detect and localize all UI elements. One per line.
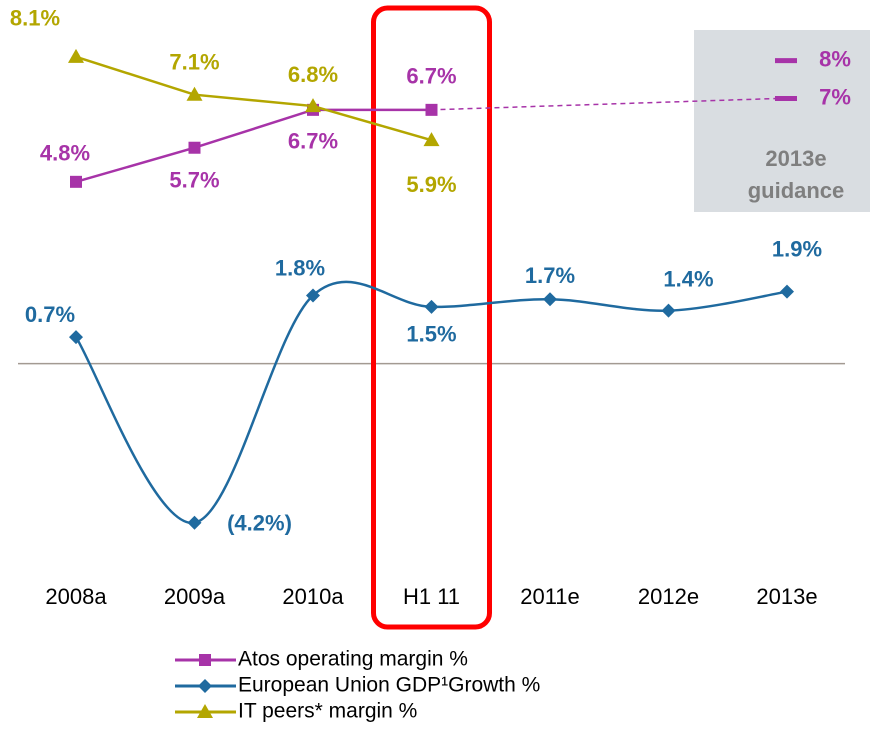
value-label: 4.8% (40, 141, 90, 166)
marker (780, 284, 794, 299)
marker (68, 48, 84, 63)
guidance-label: guidance (748, 178, 845, 203)
guidance-value-label: 7% (819, 84, 851, 109)
value-label: 1.7% (525, 263, 575, 288)
x-tick-label: 2010a (282, 584, 344, 609)
marker (425, 103, 438, 116)
marker (70, 175, 82, 188)
x-tick-label: 2009a (164, 584, 226, 609)
legend-label: Atos operating margin % (238, 648, 468, 671)
x-tick-label: H1 11 (403, 584, 460, 609)
marker (661, 303, 676, 318)
marker (199, 654, 211, 666)
highlight-box (371, 5, 492, 630)
value-label: 6.7% (288, 129, 338, 154)
x-tick-label: 2012e (638, 584, 699, 609)
marker (306, 288, 320, 303)
series-line (75, 55, 432, 142)
value-label: 6.8% (288, 62, 338, 87)
x-tick-label: 2008a (45, 584, 107, 609)
value-label: 0.7% (25, 302, 75, 327)
x-tick-label: 2013e (756, 584, 817, 609)
marker (198, 679, 212, 693)
x-tick-label: 2011e (520, 584, 580, 609)
guidance-extension (431, 97, 778, 111)
value-label: 1.4% (663, 266, 713, 291)
value-label: 8.1% (10, 6, 60, 31)
marker (423, 132, 440, 147)
legend-label: IT peers* margin % (238, 700, 417, 723)
value-label: 6.7% (406, 64, 456, 89)
value-label: 5.9% (406, 172, 456, 197)
marker (197, 704, 213, 718)
marker (186, 86, 203, 101)
value-label: 1.8% (275, 255, 325, 280)
guidance-value-label: 8% (819, 46, 851, 71)
legend-label: European Union GDP¹Growth % (238, 674, 540, 697)
marker (187, 515, 202, 530)
marker (543, 292, 557, 307)
value-label: 1.5% (406, 322, 456, 347)
value-label: 5.7% (169, 168, 219, 193)
marker (305, 98, 321, 113)
marker (188, 141, 201, 154)
value-label: 1.9% (772, 236, 822, 261)
marker (424, 299, 439, 314)
value-label: (4.2%) (227, 511, 292, 536)
marker (69, 330, 83, 345)
series-line (75, 108, 432, 184)
guidance-label: 2013e (765, 146, 826, 171)
series-line (74, 280, 788, 525)
value-label: 7.1% (169, 50, 219, 75)
